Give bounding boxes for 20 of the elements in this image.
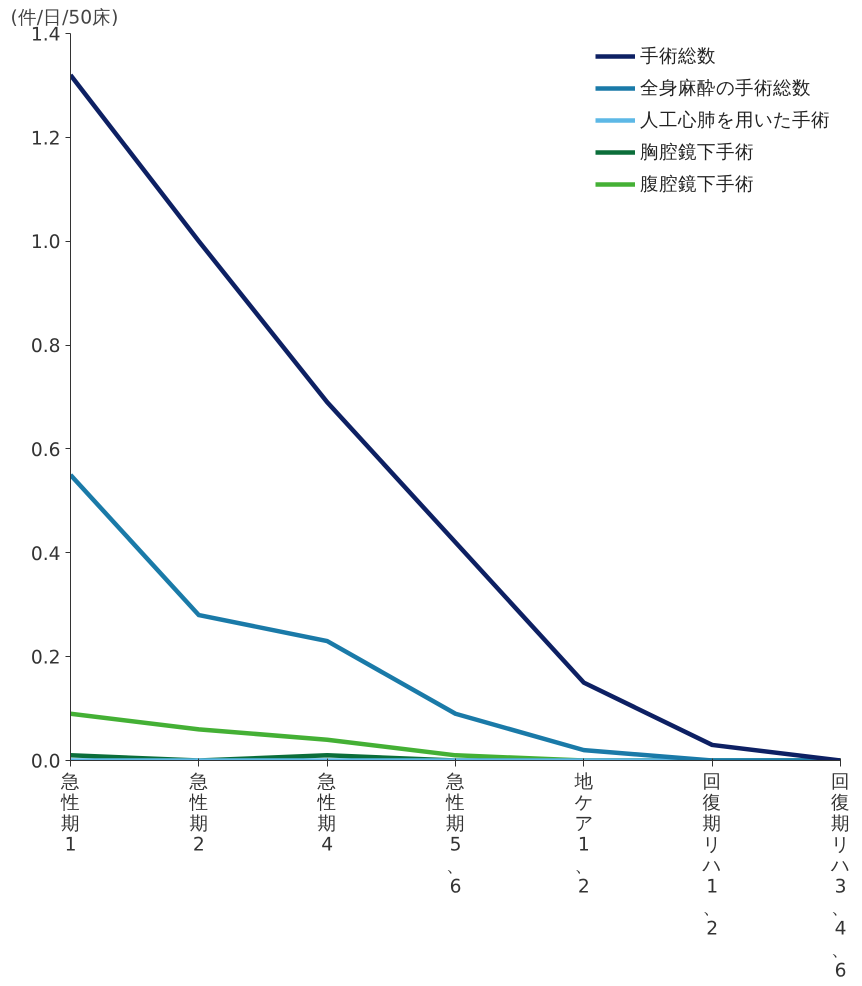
x-tick-label: 地ケア1、2 (573, 772, 594, 898)
y-tick-label: 0.8 (30, 336, 60, 358)
y-tick-label: 0.2 (30, 648, 60, 669)
x-tick-label: 急性期5、6 (445, 772, 465, 898)
legend-label: 胸腔鏡下手術 (640, 141, 754, 165)
y-tick-label: 0.6 (30, 440, 60, 461)
y-tick-label: 1.2 (30, 128, 60, 150)
x-tick-label: 急性期2 (188, 772, 208, 856)
legend-label: 腹腔鏡下手術 (640, 173, 754, 197)
y-tick-label: 1.4 (30, 24, 60, 46)
y-tick-label: 0.4 (30, 544, 60, 565)
x-tick-label: 急性期1 (60, 772, 80, 856)
legend-label: 全身麻酔の手術総数 (640, 77, 811, 101)
y-tick-label: 0.0 (30, 752, 60, 772)
legend-label: 人工心肺を用いた手術 (640, 109, 830, 133)
y-tick-label: 1.0 (30, 232, 60, 254)
category-label: 回復期リハ3、4、6 (831, 772, 850, 982)
x-tick-label: 急性期4 (316, 772, 337, 856)
x-tick-label: 回復期リハ1、2 (702, 772, 722, 940)
legend-label: 手術総数 (640, 45, 716, 69)
